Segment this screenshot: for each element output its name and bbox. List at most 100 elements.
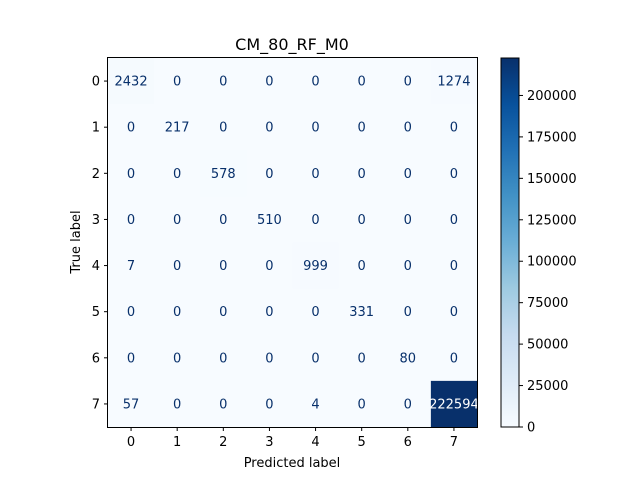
colorbar-tick-label: 75000 <box>527 296 568 311</box>
matrix-cell <box>154 58 201 105</box>
matrix-cell <box>430 242 478 290</box>
colorbar-tick-label: 200000 <box>527 89 577 104</box>
x-tick-label: 3 <box>265 435 273 450</box>
matrix-cell <box>108 104 155 151</box>
matrix-cell <box>338 150 386 197</box>
cell-value-label: 0 <box>173 213 181 228</box>
matrix-cell <box>246 196 293 243</box>
matrix-cell <box>292 288 340 336</box>
matrix-cell <box>108 242 155 290</box>
matrix-cell <box>338 58 386 105</box>
cell-value-label: 0 <box>219 259 227 274</box>
matrix-cell <box>384 380 432 428</box>
matrix-cell <box>246 150 293 197</box>
cell-value-label: 4 <box>311 397 319 412</box>
x-tick-label: 5 <box>358 435 366 450</box>
matrix-cell <box>154 380 201 428</box>
cell-value-label: 57 <box>123 397 140 412</box>
cell-value-label: 0 <box>173 75 181 90</box>
y-axis-title: True label <box>69 210 84 274</box>
y-tick-label: 4 <box>92 259 100 274</box>
cell-value-label: 0 <box>450 167 458 182</box>
cell-value-label: 0 <box>450 121 458 136</box>
cell-value-label: 0 <box>311 351 319 366</box>
matrix-cell <box>430 196 478 243</box>
matrix-cell <box>292 334 340 382</box>
x-axis-title: Predicted label <box>244 456 341 471</box>
matrix-cell <box>384 150 432 197</box>
cell-value-label: 0 <box>265 397 273 412</box>
cell-value-label: 0 <box>404 167 412 182</box>
x-tick-label: 1 <box>173 435 181 450</box>
colorbar-tick-label: 25000 <box>527 379 568 394</box>
matrix-cell <box>430 380 478 428</box>
matrix-cell <box>338 288 386 336</box>
cell-value-label: 0 <box>173 351 181 366</box>
x-tick-label: 4 <box>311 435 319 450</box>
matrix-cell <box>108 288 155 336</box>
cell-value-label: 0 <box>173 259 181 274</box>
matrix-cell <box>430 58 478 105</box>
cell-value-label: 0 <box>127 167 135 182</box>
cell-value-label: 0 <box>404 397 412 412</box>
y-tick-label: 6 <box>92 351 100 366</box>
matrix-cell <box>384 242 432 290</box>
matrix-cell <box>384 334 432 382</box>
matrix-cell <box>154 288 201 336</box>
cell-value-label: 0 <box>358 397 366 412</box>
cell-value-label: 217 <box>165 121 190 136</box>
matrix-cell <box>108 58 155 105</box>
colorbar-tick-label: 50000 <box>527 338 568 353</box>
cell-value-label: 0 <box>358 259 366 274</box>
matrix-cell <box>292 150 340 197</box>
matrix-cell <box>430 150 478 197</box>
cell-value-label: 0 <box>265 167 273 182</box>
colorbar: 0 25000 50000 75000 100000 125000 150000 175000… <box>500 57 577 436</box>
matrix-cell <box>338 334 386 382</box>
y-tick-label: 5 <box>92 305 100 320</box>
matrix-cell <box>200 58 247 105</box>
cell-value-label: 80 <box>400 351 417 366</box>
plot-frame <box>107 57 478 428</box>
cell-value-label: 510 <box>257 213 282 228</box>
cell-value-label: 0 <box>404 259 412 274</box>
cell-value-label: 0 <box>173 167 181 182</box>
matrix-cell <box>246 380 293 428</box>
matrix-cell <box>200 288 247 336</box>
matrix-cell <box>384 288 432 336</box>
matrix-cell <box>200 334 247 382</box>
matrix-cell <box>154 334 201 382</box>
cell-value-label: 0 <box>311 121 319 136</box>
matrix-cell <box>200 150 247 197</box>
cell-value-label: 578 <box>211 167 236 182</box>
cell-value-label: 0 <box>219 397 227 412</box>
cell-value-label: 0 <box>450 259 458 274</box>
cell-value-label: 0 <box>173 305 181 320</box>
cell-value-label: 0 <box>311 213 319 228</box>
matrix-cell <box>108 334 155 382</box>
matrix-cell <box>338 196 386 243</box>
y-tick-label: 0 <box>92 75 100 90</box>
cell-value-label: 0 <box>404 75 412 90</box>
cell-value-label: 0 <box>311 75 319 90</box>
cell-value-label: 0 <box>404 213 412 228</box>
cell-value-label: 0 <box>265 305 273 320</box>
matrix-cell <box>200 196 247 243</box>
y-tick-label: 3 <box>92 213 100 228</box>
colorbar-tick-label: 100000 <box>527 255 577 270</box>
matrix-cell <box>384 196 432 243</box>
cell-value-label: 0 <box>311 167 319 182</box>
cell-value-label: 999 <box>303 259 328 274</box>
cell-value-label: 0 <box>265 351 273 366</box>
colorbar-tick-label: 0 <box>527 421 535 436</box>
matrix-cell <box>154 242 201 290</box>
cell-value-label: 0 <box>358 121 366 136</box>
matrix-cell <box>154 196 201 243</box>
matrix-cell <box>292 104 340 151</box>
matrix-cell <box>292 58 340 105</box>
cell-value-label: 0 <box>219 121 227 136</box>
x-axis-ticks: 0 1 2 3 4 5 6 7 <box>127 427 458 450</box>
cell-value-label: 0 <box>127 305 135 320</box>
cell-value-label: 0 <box>219 351 227 366</box>
matrix-cell <box>108 196 155 243</box>
